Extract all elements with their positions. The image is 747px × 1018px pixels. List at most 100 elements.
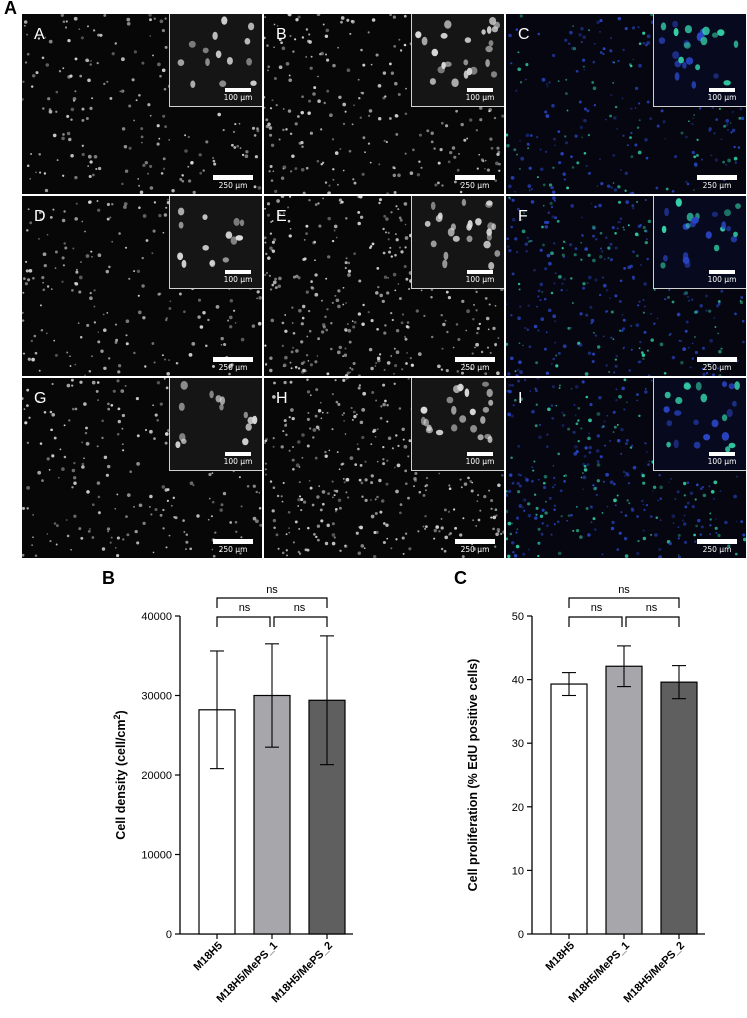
micrograph-i: 100 µm I 250 µm [506,378,746,558]
significance-label-outer: ns [266,584,278,596]
inset-scale-bar: 100 µm [704,88,740,102]
y-tick-label: 30000 [141,691,172,703]
y-axis-label: Cell density (cell/cm2) [112,710,128,839]
significance-label-right: ns [294,602,306,614]
significance-bracket-outer [216,597,328,608]
micrograph-label: H [276,390,288,407]
y-tick-label: 0 [518,929,524,941]
significance-label-left: ns [239,602,251,614]
scale-bar-label: 250 µm [460,545,490,554]
scale-bar-line [225,452,251,456]
zoom-inset: 100 µm [653,196,746,289]
panel-label-c: C [454,568,467,588]
significance-bracket-left [568,616,623,627]
main-scale-bar: 250 µm [210,357,256,372]
bar [660,681,698,935]
micrograph-b: 100 µm B 250 µm [264,14,504,194]
micrograph-f: 100 µm F 250 µm [506,196,746,376]
y-tick-label: 20 [512,802,524,814]
scale-bar-label: 100 µm [465,275,495,284]
scale-bar-label: 250 µm [702,545,732,554]
zoom-inset: 100 µm [653,14,746,107]
main-scale-bar: 250 µm [452,357,498,372]
inset-scale-bar: 100 µm [220,270,256,284]
chart-cell-density: 010000200003000040000M18H5M18H5/MePS_1M1… [112,584,353,1006]
y-tick-label: 20000 [141,770,172,782]
scale-bar-line [697,357,737,362]
scale-bar-label: 100 µm [223,275,253,284]
scale-bar-line [697,175,737,180]
chart-cell-proliferation: 01020304050M18H5M18H5/MePS_1M18H5/MePS_2… [466,584,705,1006]
zoom-inset: 100 µm [169,196,262,289]
scale-bar-label: 250 µm [702,181,732,190]
panel-label-a: A [4,0,17,18]
significance-bracket-right [273,616,328,627]
micrograph-label: G [34,390,47,407]
scale-bar-line [697,539,737,544]
scale-bar-label: 250 µm [218,363,248,372]
scale-bar-line [709,452,735,456]
scale-bar-line [225,270,251,274]
significance-label-outer: ns [618,584,630,596]
scale-bar-line [213,539,253,544]
main-scale-bar: 250 µm [452,539,498,554]
micrograph-e: 100 µm E 250 µm [264,196,504,376]
x-tick-label: M18H5 [192,940,226,974]
y-tick-label: 10000 [141,850,172,862]
y-tick-label: 10 [512,865,524,877]
zoom-inset: 100 µm [411,196,504,289]
scale-bar-line [455,539,495,544]
y-tick-label: 40 [512,675,524,687]
scale-bar-line [467,452,493,456]
inset-scale-bar: 100 µm [462,452,498,466]
scale-bar-line [467,270,493,274]
main-scale-bar: 250 µm [694,175,740,190]
micrograph-g: 100 µm G 250 µm [22,378,262,558]
y-axis-label: Cell proliferation (% EdU positive cells… [466,659,480,892]
scale-bar-line [467,88,493,92]
scale-bar-label: 250 µm [218,181,248,190]
scale-bar-line [455,357,495,362]
scale-bar-label: 250 µm [218,545,248,554]
zoom-inset: 100 µm [169,378,262,471]
scale-bar-line [709,88,735,92]
y-tick-label: 50 [512,611,524,623]
scale-bar-line [455,175,495,180]
scale-bar-label: 100 µm [223,457,253,466]
scale-bar-line [709,270,735,274]
zoom-inset: 100 µm [411,378,504,471]
scale-bar-label: 100 µm [707,93,737,102]
panel-label-b: B [102,568,115,588]
main-scale-bar: 250 µm [210,539,256,554]
bar [605,665,643,935]
micrograph-c: 100 µm C 250 µm [506,14,746,194]
micrograph-label: F [518,208,528,225]
x-tick-label: M18H5/MePS_2 [270,940,336,1006]
main-scale-bar: 250 µm [694,539,740,554]
micrograph-d: 100 µm D 250 µm [22,196,262,376]
x-tick-label: M18H5 [544,940,578,974]
micrograph-label: I [518,390,523,407]
x-tick-label: M18H5/MePS_2 [622,940,688,1006]
significance-label-left: ns [591,602,603,614]
zoom-inset: 100 µm [411,14,504,107]
significance-label-right: ns [646,602,658,614]
main-scale-bar: 250 µm [694,357,740,372]
micrograph-grid: 100 µm A 250 µm 100 µm B 250 µm 100 µm C 250 µm 1… [22,14,746,561]
significance-bracket-left [216,616,271,627]
main-scale-bar: 250 µm [452,175,498,190]
bar [550,683,588,935]
scale-bar-label: 100 µm [223,93,253,102]
y-tick-label: 30 [512,738,524,750]
inset-scale-bar: 100 µm [704,270,740,284]
micrograph-h: 100 µm H 250 µm [264,378,504,558]
scale-bar-label: 100 µm [465,457,495,466]
scale-bar-label: 250 µm [702,363,732,372]
scale-bar-line [213,175,253,180]
micrograph-a: 100 µm A 250 µm [22,14,262,194]
zoom-inset: 100 µm [169,14,262,107]
scale-bar-label: 100 µm [707,457,737,466]
significance-bracket-outer [568,597,680,608]
micrograph-label: C [518,26,530,43]
scale-bar-line [225,88,251,92]
